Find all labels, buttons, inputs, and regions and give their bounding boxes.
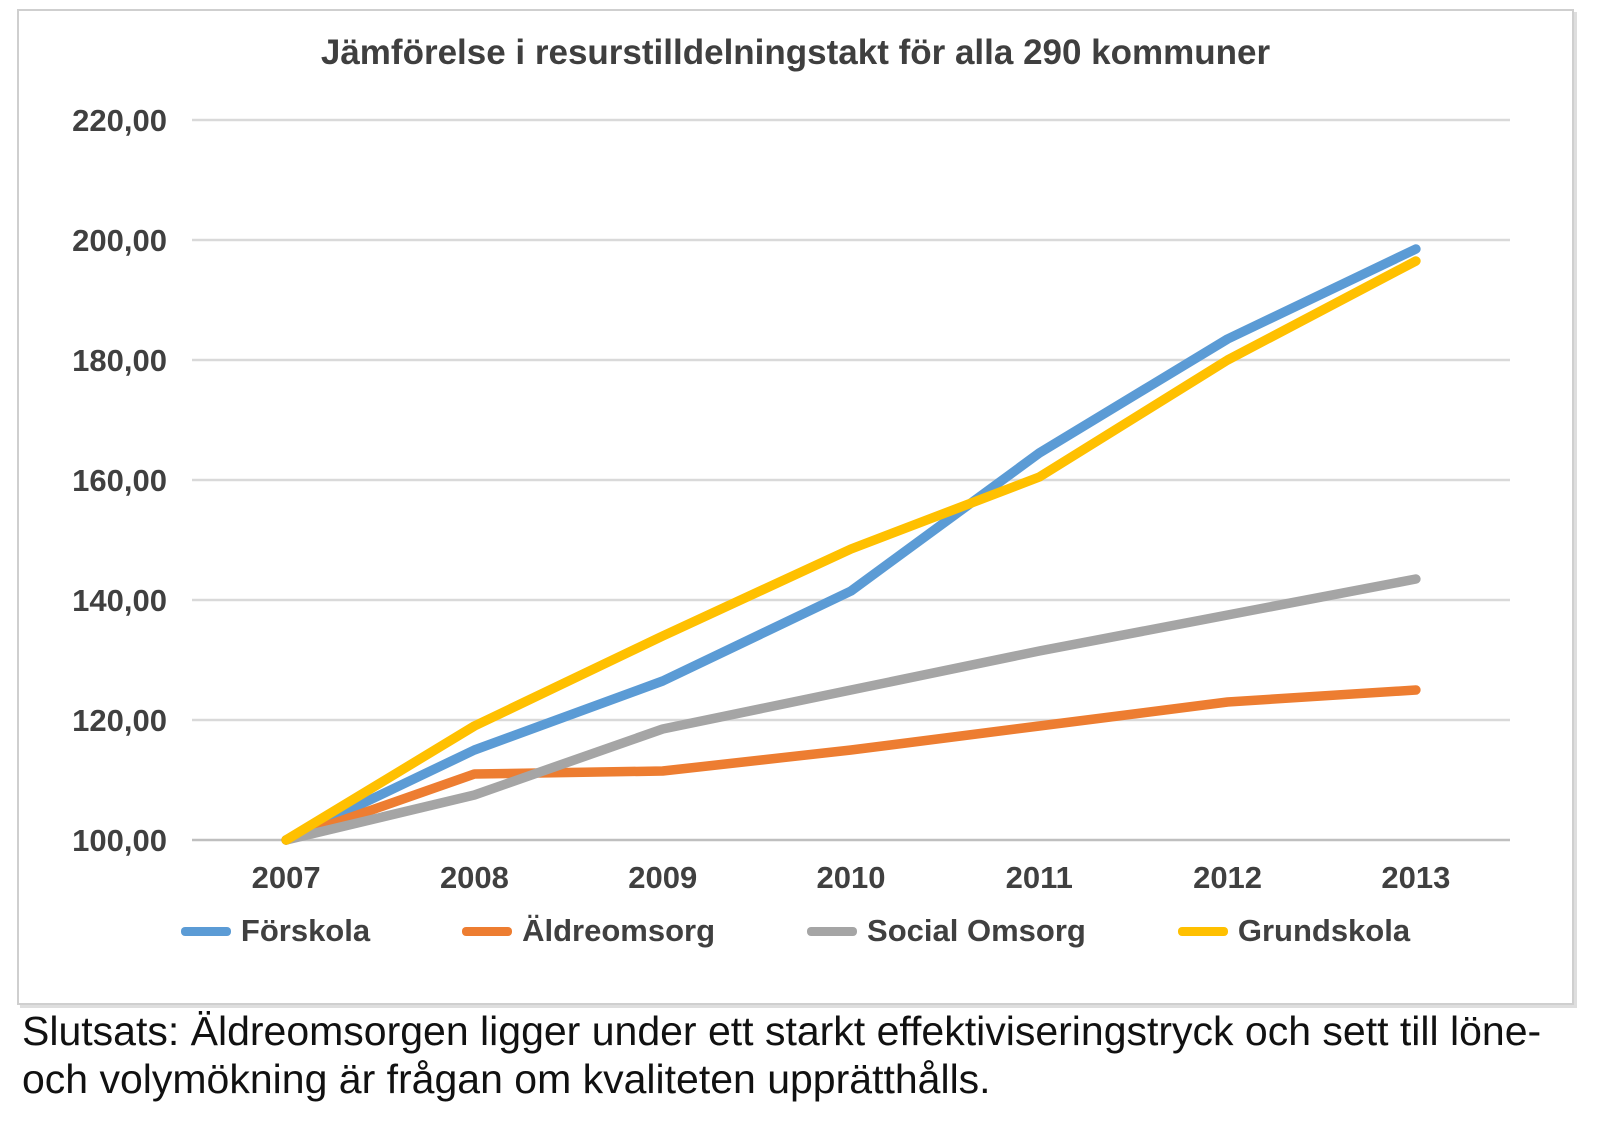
x-tick-label: 2011	[1006, 860, 1073, 895]
conclusion-text: Slutsats: Äldreomsorgen ligger under ett…	[22, 1008, 1542, 1102]
chart-title: Jämförelse i resurstilldelningstakt för …	[320, 33, 1271, 72]
x-tick-label: 2008	[440, 860, 509, 895]
y-tick-label: 160,00	[72, 463, 167, 498]
series-line-social-omsorg	[281, 574, 1421, 845]
x-tick-label: 2007	[252, 860, 321, 895]
y-tick-label: 200,00	[72, 223, 167, 258]
series-line-äldreomsorg	[281, 685, 1421, 845]
y-tick-label: 140,00	[72, 583, 167, 618]
legend-item-forskola: Förskola	[180, 913, 371, 949]
y-tick-label: 100,00	[72, 823, 167, 858]
x-tick-label: 2010	[817, 860, 886, 895]
legend-swatch-icon	[1177, 926, 1228, 936]
legend-swatch-icon	[462, 926, 513, 936]
series-line-grundskola	[281, 256, 1421, 845]
y-tick-label: 120,00	[72, 703, 167, 738]
legend-label: Förskola	[240, 913, 371, 948]
legend-swatch-icon	[807, 926, 858, 936]
chart-frame: 100,00 120,00 140,00 160,00 180,00 200,00 220,…	[17, 9, 1574, 1005]
legend-swatch-icon	[180, 926, 231, 936]
chart-canvas: 100,00 120,00 140,00 160,00 180,00 200,00 220,…	[72, 103, 1510, 895]
legend-label: Social Omsorg	[867, 913, 1086, 948]
x-tick-label: 2012	[1193, 860, 1262, 895]
legend-label: Äldreomsorg	[522, 913, 716, 948]
y-tick-label: 220,00	[72, 103, 167, 138]
y-tick-label: 180,00	[72, 343, 167, 378]
chart-legend: Förskola Äldreomsorg Social Omsorg Grund…	[19, 913, 1572, 949]
legend-item-grundskola: Grundskola	[1177, 913, 1411, 949]
x-tick-label: 2013	[1381, 860, 1450, 895]
x-tick-label: 2009	[628, 860, 697, 895]
legend-item-social-omsorg: Social Omsorg	[807, 913, 1086, 949]
series-line-förskola	[281, 244, 1421, 845]
legend-item-aldreomsorg: Äldreomsorg	[462, 913, 715, 949]
legend-label: Grundskola	[1237, 913, 1411, 948]
